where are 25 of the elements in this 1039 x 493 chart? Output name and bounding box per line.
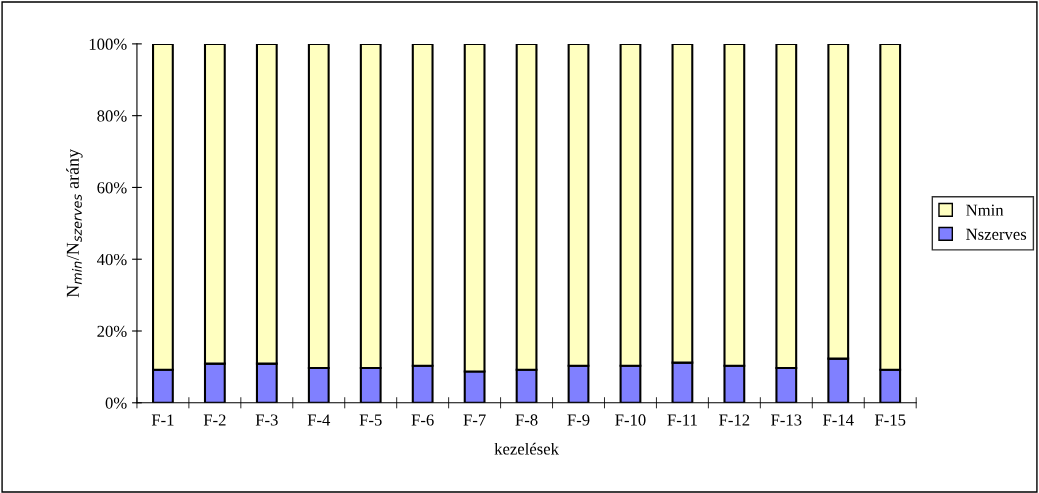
legend-label: Nszerves <box>966 228 1027 240</box>
legend-label: Nmin <box>966 204 1004 216</box>
x-tick-label: F-14 <box>823 414 854 426</box>
x-tick-label: F-11 <box>667 414 697 426</box>
x-tick-label: F-12 <box>719 414 750 426</box>
y-tick-label: 20% <box>97 325 127 337</box>
y-tick-label: 100% <box>89 38 127 50</box>
y-axis-title: N$_{min}$/N$_{szerves}$ arány <box>66 148 83 298</box>
x-tick-label: F-13 <box>771 414 802 426</box>
x-tick-label: F-7 <box>463 414 486 426</box>
x-tick-label: F-4 <box>307 414 331 426</box>
y-tick-label: 80% <box>97 110 127 122</box>
y-tick-label: 40% <box>96 253 127 266</box>
x-tick-label: F-3 <box>255 414 278 426</box>
x-tick-label: F-8 <box>515 414 538 426</box>
y-tick-label: 0% <box>105 397 127 409</box>
x-tick-label: F-6 <box>411 414 434 426</box>
x-tick-label: F-1 <box>151 414 174 426</box>
x-axis-title: kezelések <box>494 442 559 455</box>
y-tick-label: 60% <box>97 182 127 194</box>
x-tick-label: F-10 <box>615 414 646 426</box>
x-tick-label: F-15 <box>874 414 906 426</box>
x-tick-label: F-9 <box>567 414 590 426</box>
x-tick-label: F-2 <box>203 414 226 426</box>
x-tick-label: F-5 <box>359 414 382 426</box>
